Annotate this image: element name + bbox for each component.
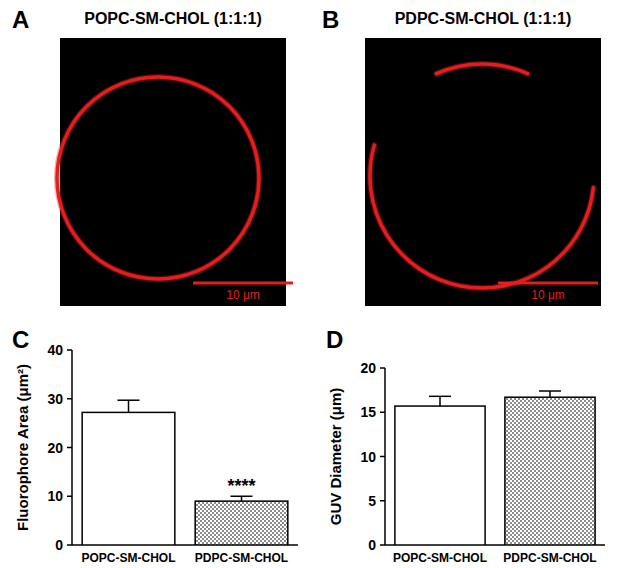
y-axis [71, 350, 73, 545]
y-axis-label: Fluorophore Area (μm²) [14, 364, 31, 531]
panel-letter: D [326, 326, 343, 353]
error-stem [549, 391, 551, 397]
panel-letter: B [322, 6, 339, 33]
figure-root: A POPC-SM-CHOL (1:1:1) 10 μm B PDPC-SM-CHOL … [0, 0, 628, 568]
bar-chart: C 0 10 20 30 40 Fluorophore Area (μm²) POPC-SM-… [12, 326, 298, 565]
error-cap [539, 390, 561, 392]
y-tick-label: 20 [47, 440, 63, 456]
bar-chart: D 0 5 10 15 20 GUV Diameter (μm) POPC-SM-CHOL PD… [326, 326, 605, 565]
micrograph [365, 38, 601, 306]
bar [82, 412, 175, 545]
y-axis-label: GUV Diameter (μm) [327, 388, 344, 526]
vesicle-glow [436, 64, 527, 74]
bars [395, 391, 595, 545]
vesicle-ring [57, 77, 259, 279]
y-tick-label: 40 [47, 342, 63, 358]
panel-title: POPC-SM-CHOL (1:1:1) [84, 10, 262, 27]
bar [505, 397, 595, 545]
error-stem [439, 396, 441, 406]
error-bar [118, 400, 140, 412]
scale-bar [193, 282, 293, 285]
y-tick-label: 10 [360, 449, 376, 465]
error-bar [231, 496, 253, 501]
significance: **** [227, 476, 255, 496]
error-cap [118, 399, 140, 401]
y-tick-label: 0 [368, 537, 376, 553]
y-tick-label: 30 [47, 391, 63, 407]
vesicle-domain [370, 145, 593, 288]
error-cap [429, 396, 451, 398]
error-bar [429, 396, 451, 406]
image-panel: B PDPC-SM-CHOL (1:1:1) 10 μm [322, 6, 601, 306]
x-tick-label: PDPC-SM-CHOL [503, 551, 596, 565]
figure: A POPC-SM-CHOL (1:1:1) 10 μm B PDPC-SM-CHOL … [0, 0, 628, 568]
image-panel: A POPC-SM-CHOL (1:1:1) 10 μm [12, 6, 293, 306]
y-tick-label: 0 [55, 537, 63, 553]
x-tick-label: POPC-SM-CHOL [393, 551, 487, 565]
y-tick-label: 15 [360, 404, 376, 420]
vesicle-domain [436, 64, 527, 74]
panel-letter: A [12, 6, 29, 33]
error-bar [539, 391, 561, 397]
bar [195, 501, 288, 545]
bar [395, 406, 485, 545]
scale-bar [498, 282, 598, 285]
x-tick-label: POPC-SM-CHOL [82, 551, 176, 565]
scale-bar-label: 10 μm [226, 288, 260, 302]
panel-title: PDPC-SM-CHOL (1:1:1) [395, 10, 572, 27]
scale-bar-label: 10 μm [531, 288, 565, 302]
y-tick-label: 10 [47, 488, 63, 504]
bars [82, 400, 288, 545]
x-tick-label: PDPC-SM-CHOL [195, 551, 288, 565]
vesicle-glow [57, 77, 259, 279]
y-tick-label: 5 [368, 493, 376, 509]
vesicle-glow [370, 145, 593, 288]
y-tick-label: 20 [360, 360, 376, 376]
panel-letter: C [12, 326, 29, 353]
error-stem [128, 400, 130, 412]
y-axis [384, 368, 386, 545]
